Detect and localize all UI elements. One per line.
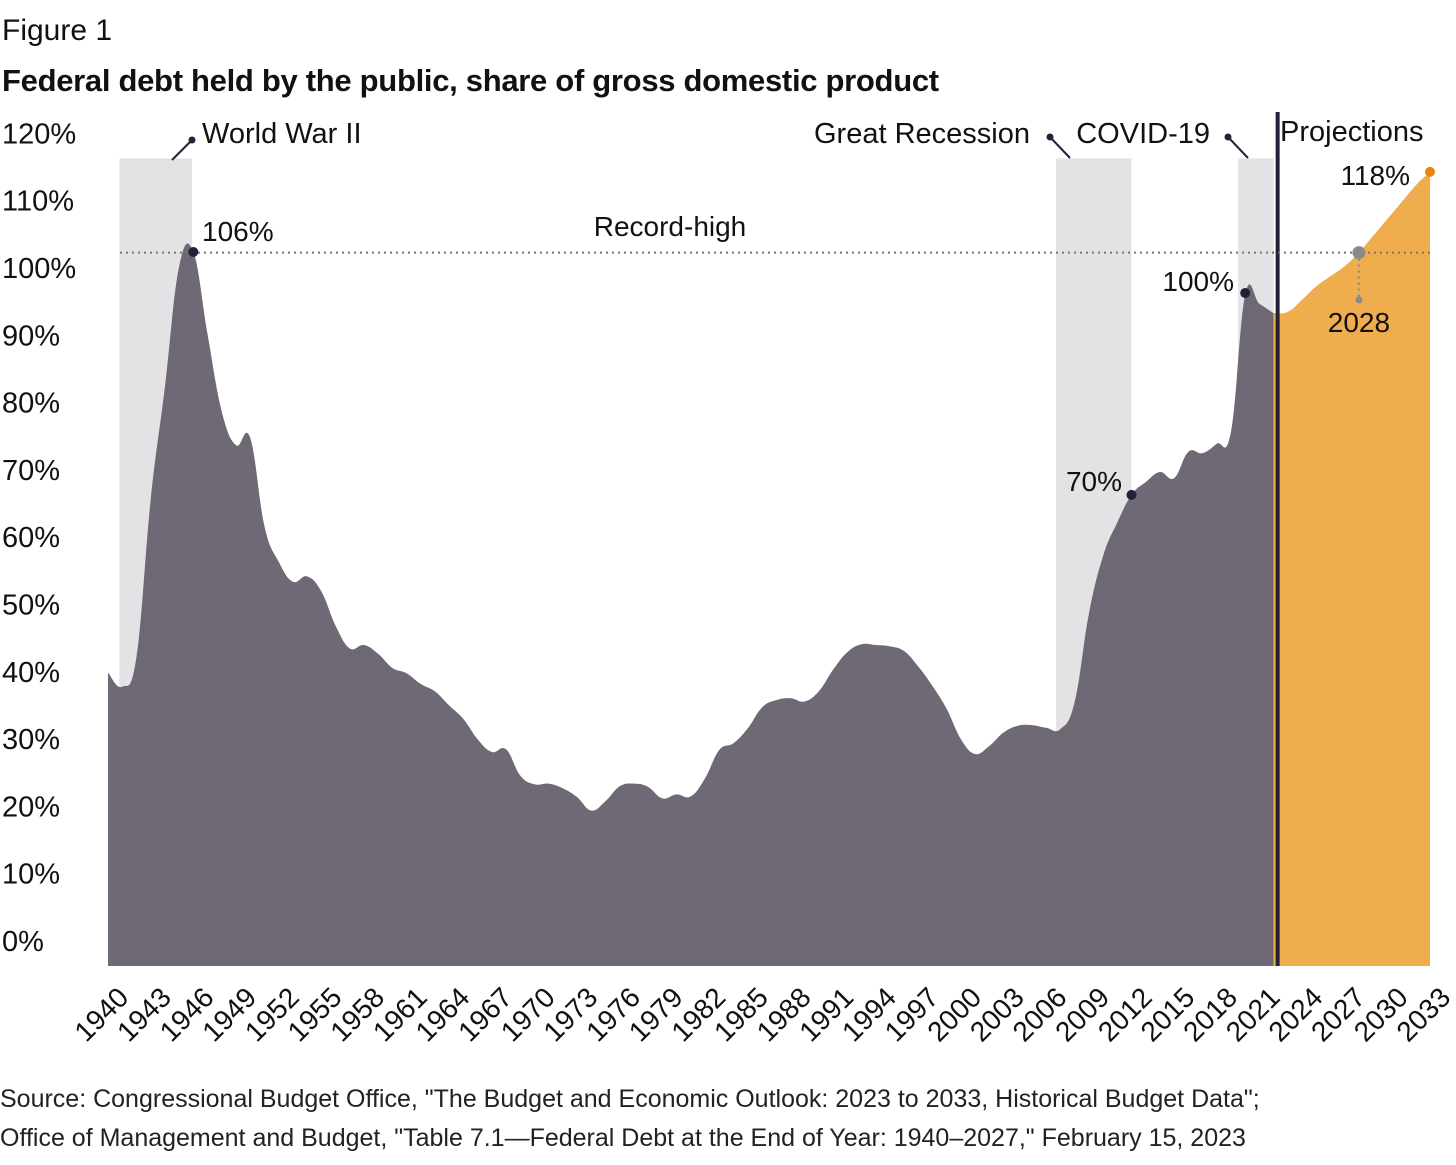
y-tick-label: 10% bbox=[2, 859, 60, 891]
y-tick-label: 30% bbox=[2, 724, 60, 756]
annotation-70: 70% bbox=[1066, 466, 1122, 497]
period-leader-line bbox=[1227, 136, 1249, 159]
period-label: Great Recession bbox=[814, 118, 1030, 150]
period-leader-line bbox=[1049, 136, 1071, 159]
area-series-projections bbox=[1273, 171, 1430, 967]
y-tick-label: 110% bbox=[2, 186, 74, 218]
dot-2020 bbox=[1240, 288, 1251, 298]
peak-1946-dot bbox=[188, 246, 199, 257]
period-leader-line bbox=[171, 139, 193, 161]
area-series-historical bbox=[108, 243, 1274, 966]
marker-2028-end-dot bbox=[1355, 296, 1363, 304]
annotation-118: 118% bbox=[1340, 160, 1410, 191]
annotation-100: 100% bbox=[1162, 266, 1234, 297]
chart-title: Federal debt held by the public, share o… bbox=[2, 63, 939, 98]
period-label: COVID-19 bbox=[1076, 118, 1210, 150]
record-high-label: Record-high bbox=[594, 211, 747, 242]
period-label: World War II bbox=[202, 118, 362, 150]
period-leader-dot bbox=[188, 136, 196, 144]
y-tick-label: 70% bbox=[2, 455, 60, 487]
y-tick-label: 60% bbox=[2, 522, 60, 554]
y-tick-label: 0% bbox=[2, 926, 44, 958]
period-leader-dot bbox=[1046, 133, 1054, 141]
projections-label: Projections bbox=[1280, 116, 1423, 148]
dot-2033 bbox=[1425, 166, 1435, 177]
annotation-106: 106% bbox=[202, 216, 274, 247]
y-tick-label: 80% bbox=[2, 388, 60, 420]
y-tick-label: 40% bbox=[2, 657, 60, 689]
dot-2028 bbox=[1352, 246, 1366, 260]
source-line-2: Office of Management and Budget, "Table … bbox=[0, 1124, 1246, 1152]
y-tick-label: 100% bbox=[2, 253, 76, 285]
y-tick-label: 50% bbox=[2, 590, 60, 622]
y-tick-label: 90% bbox=[2, 320, 60, 352]
dot-2012 bbox=[1126, 489, 1137, 500]
period-leader-dot bbox=[1224, 133, 1232, 141]
y-tick-label: 20% bbox=[2, 791, 60, 823]
annotation-2028: 2028 bbox=[1328, 307, 1390, 338]
y-tick-label: 120% bbox=[2, 118, 76, 150]
source-line-1: Source: Congressional Budget Office, "Th… bbox=[0, 1085, 1260, 1113]
figure-label: Figure 1 bbox=[2, 14, 113, 47]
